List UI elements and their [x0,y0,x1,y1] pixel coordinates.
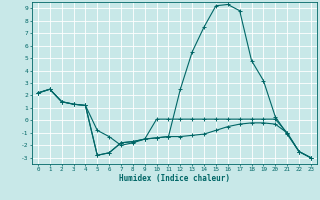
X-axis label: Humidex (Indice chaleur): Humidex (Indice chaleur) [119,174,230,183]
